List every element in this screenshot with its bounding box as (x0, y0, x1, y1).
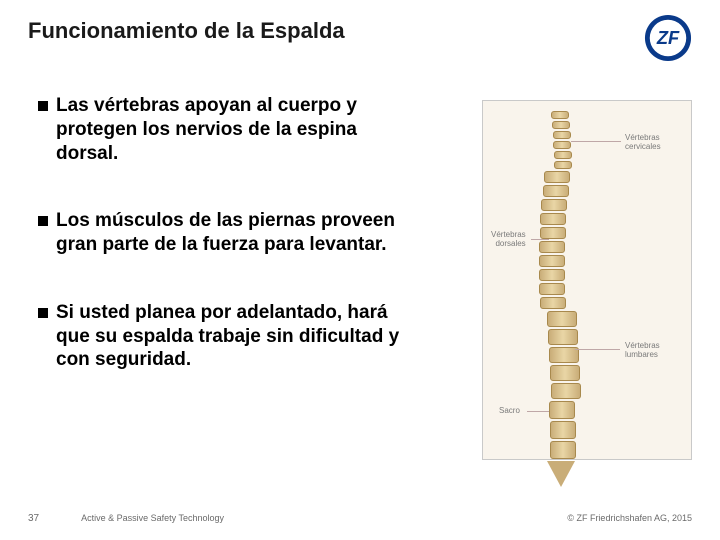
vertebra (554, 161, 572, 169)
bullet-list: Las vértebras apoyan al cuerpo y protege… (28, 94, 408, 416)
leader-line (531, 239, 549, 240)
page-number: 37 (28, 513, 39, 524)
zf-logo: ZF (644, 14, 692, 62)
vertebra (547, 311, 577, 327)
page-title: Funcionamiento de la Espalda (28, 18, 692, 44)
vertebra (539, 269, 565, 281)
list-item: Los músculos de las piernas proveen gran… (38, 209, 408, 257)
leader-line (571, 141, 621, 142)
sacrum (547, 461, 575, 487)
vertebra (552, 121, 570, 129)
vertebra (543, 185, 569, 197)
footer-center-text: Active & Passive Safety Technology (81, 513, 224, 523)
svg-text:ZF: ZF (656, 27, 680, 48)
bullet-text: Las vértebras apoyan al cuerpo y protege… (56, 94, 408, 165)
list-item: Las vértebras apoyan al cuerpo y protege… (38, 94, 408, 165)
vertebra (544, 171, 570, 183)
vertebra (550, 365, 580, 381)
spine-diagram: Vértebras cervicales Vértebras dorsales … (482, 100, 692, 460)
spine-column (543, 111, 571, 446)
vertebra (540, 227, 566, 239)
leader-line (575, 349, 620, 350)
bullet-text: Los músculos de las piernas proveen gran… (56, 209, 408, 257)
footer: 37 Active & Passive Safety Technology © … (28, 513, 692, 524)
leader-line (527, 411, 549, 412)
vertebra (539, 255, 565, 267)
vertebra (549, 401, 575, 419)
vertebra (551, 111, 569, 119)
footer-copyright: © ZF Friedrichshafen AG, 2015 (567, 513, 692, 523)
vertebra (553, 131, 571, 139)
label-cervical: Vértebras cervicales (625, 134, 661, 152)
vertebra (540, 213, 566, 225)
vertebra (541, 199, 567, 211)
vertebra (540, 297, 566, 309)
bullet-icon (38, 101, 48, 111)
bullet-icon (38, 216, 48, 226)
label-dorsal: Vértebras dorsales (491, 231, 526, 249)
label-lumbar: Vértebras lumbares (625, 342, 660, 360)
vertebra (553, 141, 571, 149)
vertebra (539, 241, 565, 253)
label-sacro: Sacro (499, 407, 520, 416)
vertebra (539, 283, 565, 295)
vertebra (554, 151, 572, 159)
bullet-text: Si usted planea por adelantado, hará que… (56, 301, 408, 372)
vertebra (550, 441, 576, 459)
vertebra (550, 421, 576, 439)
vertebra (548, 329, 578, 345)
list-item: Si usted planea por adelantado, hará que… (38, 301, 408, 372)
bullet-icon (38, 308, 48, 318)
vertebra (551, 383, 581, 399)
